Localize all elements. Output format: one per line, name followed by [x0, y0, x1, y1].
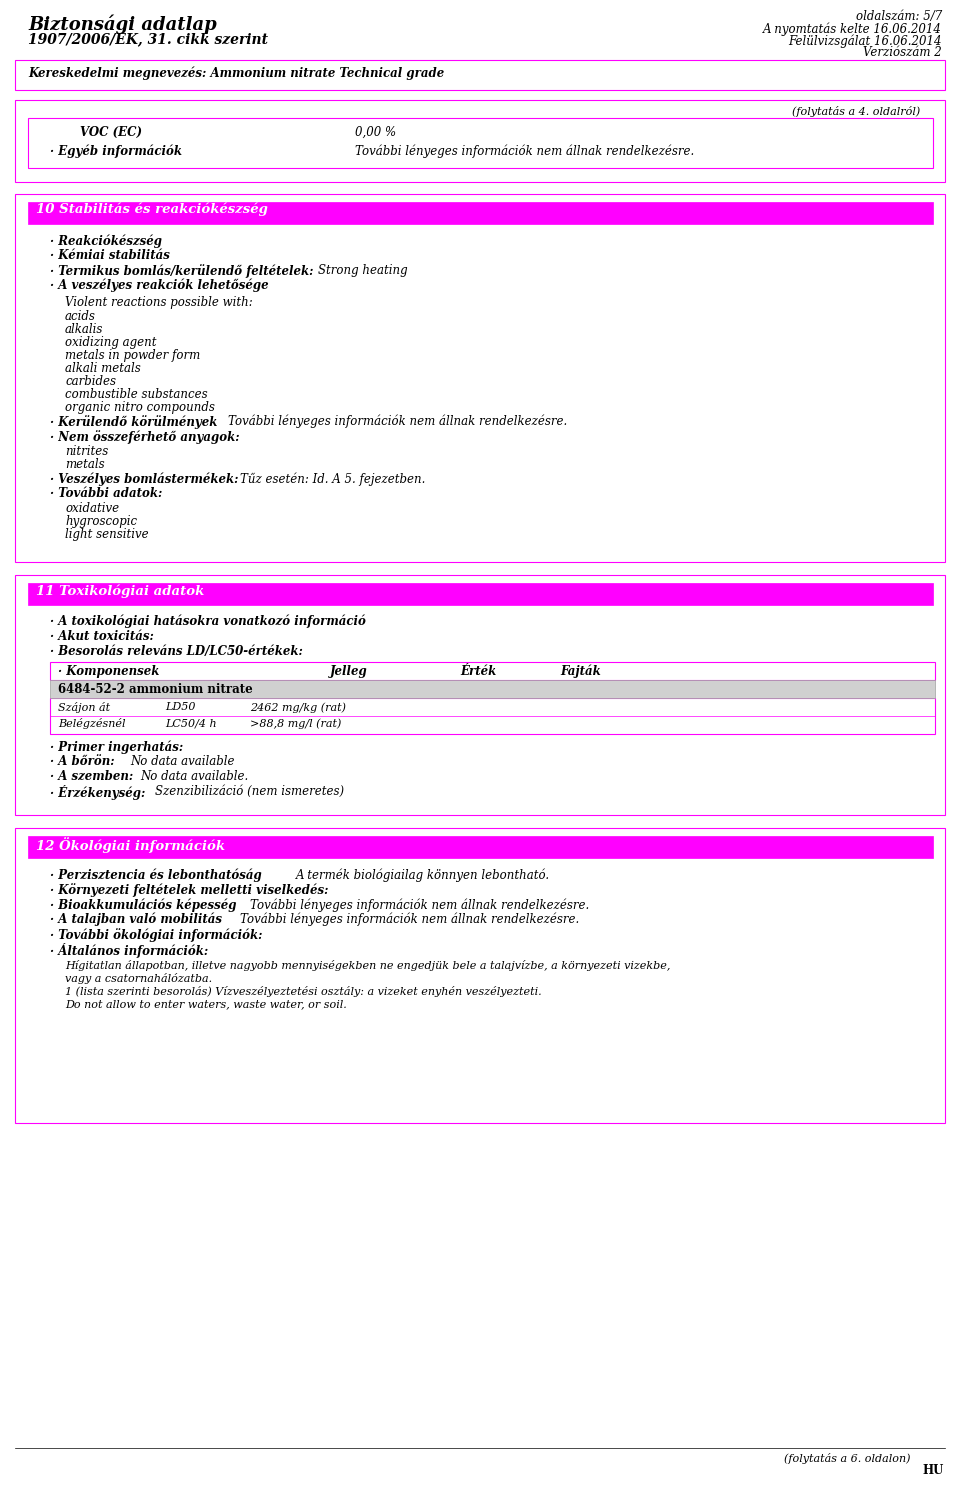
- Bar: [28, 203, 933, 223]
- Text: A termék biológiailag könnyen lebontható.: A termék biológiailag könnyen lebontható…: [296, 868, 550, 881]
- Text: 6484-52-2 ammonium nitrate: 6484-52-2 ammonium nitrate: [58, 683, 252, 695]
- Text: · Besorolás releváns LD/LC50-értékek:: · Besorolás releváns LD/LC50-értékek:: [50, 645, 302, 658]
- Text: Felülvizsgálat 16.06.2014: Felülvizsgálat 16.06.2014: [788, 34, 942, 48]
- Text: Violent reactions possible with:: Violent reactions possible with:: [65, 296, 252, 310]
- Text: · Kémiai stabilitás: · Kémiai stabilitás: [50, 249, 170, 262]
- Text: 2462 mg/kg (rat): 2462 mg/kg (rat): [250, 701, 346, 713]
- Text: · Környezeti feltételek melletti viselkedés:: · Környezeti feltételek melletti viselke…: [50, 883, 328, 896]
- Bar: [28, 584, 933, 605]
- Text: No data available: No data available: [130, 755, 234, 768]
- Text: 1907/2006/EK, 31. cikk szerint: 1907/2006/EK, 31. cikk szerint: [28, 31, 268, 46]
- Text: · Perzisztencia és lebonthatóság: · Perzisztencia és lebonthatóság: [50, 868, 262, 881]
- Text: · A toxikológiai hatásokra vonatkozó információ: · A toxikológiai hatásokra vonatkozó inf…: [50, 615, 366, 628]
- Text: alkali metals: alkali metals: [65, 362, 141, 375]
- Text: HU: HU: [923, 1464, 944, 1477]
- Text: light sensitive: light sensitive: [65, 529, 149, 541]
- Text: vagy a csatornahálózatba.: vagy a csatornahálózatba.: [65, 972, 212, 984]
- Text: · Primer ingerhatás:: · Primer ingerhatás:: [50, 740, 183, 753]
- Text: · Reakciókészség: · Reakciókészség: [50, 234, 162, 247]
- Bar: [28, 118, 933, 168]
- Text: oxidative: oxidative: [65, 502, 119, 515]
- Text: Biztonsági adatlap: Biztonsági adatlap: [28, 13, 217, 33]
- Text: · Általános információk:: · Általános információk:: [50, 943, 208, 957]
- Text: További lényeges információk nem állnak rendelkezésre.: További lényeges információk nem állnak …: [240, 913, 579, 926]
- Text: További lényeges információk nem állnak rendelkezésre.: További lényeges információk nem állnak …: [228, 415, 567, 429]
- Text: További lényeges információk nem állnak rendelkezésre.: További lényeges információk nem állnak …: [355, 144, 694, 158]
- Text: alkalis: alkalis: [65, 323, 104, 337]
- Text: combustible substances: combustible substances: [65, 389, 207, 401]
- Text: Strong heating: Strong heating: [318, 264, 408, 277]
- Text: 0,00 %: 0,00 %: [355, 127, 396, 138]
- Text: 1 (lista szerinti besorolás) Vízveszélyeztetési osztály: a vizeket enyhén veszél: 1 (lista szerinti besorolás) Vízveszélye…: [65, 986, 541, 998]
- Text: Fajták: Fajták: [560, 666, 601, 679]
- Text: metals in powder form: metals in powder form: [65, 348, 201, 362]
- Text: · További adatok:: · További adatok:: [50, 487, 162, 500]
- Text: Szájon át: Szájon át: [58, 701, 110, 713]
- Text: LD50: LD50: [165, 701, 196, 712]
- Text: 12 Ökológiai információk: 12 Ökológiai információk: [36, 837, 225, 853]
- Text: · A szemben:: · A szemben:: [50, 770, 133, 783]
- Text: · A bőrön:: · A bőrön:: [50, 755, 114, 768]
- Text: · Veszélyes bomlástermékek:: · Veszélyes bomlástermékek:: [50, 472, 238, 485]
- Bar: [28, 835, 933, 858]
- Text: · Kerülendő körülmények: · Kerülendő körülmények: [50, 415, 217, 429]
- Text: acids: acids: [65, 310, 96, 323]
- Bar: [15, 100, 945, 182]
- Text: További lényeges információk nem állnak rendelkezésre.: További lényeges információk nem állnak …: [250, 898, 589, 911]
- Bar: [15, 194, 945, 561]
- Text: oldalszám: 5/7: oldalszám: 5/7: [855, 10, 942, 22]
- Text: · A veszélyes reakciók lehetősége: · A veszélyes reakciók lehetősége: [50, 278, 269, 292]
- Text: · Egyéb információk: · Egyéb információk: [50, 144, 182, 158]
- Text: · Nem összeférhető anyagok:: · Nem összeférhető anyagok:: [50, 430, 240, 444]
- Text: Verziószám 2: Verziószám 2: [863, 46, 942, 60]
- Bar: [15, 60, 945, 89]
- Text: metals: metals: [65, 459, 105, 471]
- Text: Szenzibilizáció (nem ismeretes): Szenzibilizáció (nem ismeretes): [155, 785, 344, 798]
- Text: Belégzésnél: Belégzésnél: [58, 718, 126, 730]
- Text: nitrites: nitrites: [65, 445, 108, 459]
- Text: carbides: carbides: [65, 375, 116, 389]
- Text: Kereskedelmi megnevezés: Ammonium nitrate Technical grade: Kereskedelmi megnevezés: Ammonium nitrat…: [28, 66, 444, 79]
- Text: oxidizing agent: oxidizing agent: [65, 337, 156, 348]
- Bar: [50, 698, 935, 734]
- Text: · Akut toxicitás:: · Akut toxicitás:: [50, 630, 154, 643]
- Text: Do not allow to enter waters, waste water, or soil.: Do not allow to enter waters, waste wate…: [65, 999, 347, 1010]
- Text: 10 Stabilitás és reakciókészség: 10 Stabilitás és reakciókészség: [36, 203, 268, 216]
- Text: No data available.: No data available.: [140, 770, 249, 783]
- Text: 11 Toxikológiai adatok: 11 Toxikológiai adatok: [36, 584, 204, 597]
- Text: (folytatás a 6. oldalon): (folytatás a 6. oldalon): [783, 1453, 910, 1464]
- Text: · Termikus bomlás/kerülendő feltételek:: · Termikus bomlás/kerülendő feltételek:: [50, 264, 314, 278]
- Bar: [50, 663, 935, 680]
- Text: organic nitro compounds: organic nitro compounds: [65, 401, 215, 414]
- Bar: [15, 575, 945, 814]
- Text: · Komponensek: · Komponensek: [58, 666, 159, 677]
- Text: Tűz esetén: Id. A 5. fejezetben.: Tűz esetén: Id. A 5. fejezetben.: [240, 472, 425, 485]
- Text: · További ökológiai információk:: · További ökológiai információk:: [50, 928, 262, 943]
- Text: Jelleg: Jelleg: [330, 666, 368, 677]
- Text: LC50/4 h: LC50/4 h: [165, 718, 217, 728]
- Text: · Bioakkumulációs képesség: · Bioakkumulációs képesség: [50, 898, 236, 911]
- Text: >88,8 mg/l (rat): >88,8 mg/l (rat): [250, 718, 342, 728]
- Text: Hígitatlan állapotban, illetve nagyobb mennyiségekben ne engedjük bele a talajví: Hígitatlan állapotban, illetve nagyobb m…: [65, 960, 670, 971]
- Bar: [15, 828, 945, 1123]
- Text: hygroscopic: hygroscopic: [65, 515, 137, 529]
- Text: A nyomtatás kelte 16.06.2014: A nyomtatás kelte 16.06.2014: [763, 22, 942, 36]
- Bar: [50, 680, 935, 698]
- Text: Érték: Érték: [460, 666, 496, 677]
- Text: (folytatás a 4. oldalról): (folytatás a 4. oldalról): [792, 106, 920, 118]
- Text: · A talajban való mobilitás: · A talajban való mobilitás: [50, 913, 222, 926]
- Text: · Érzékenység:: · Érzékenység:: [50, 785, 145, 800]
- Text: VOC (EC): VOC (EC): [80, 127, 142, 138]
